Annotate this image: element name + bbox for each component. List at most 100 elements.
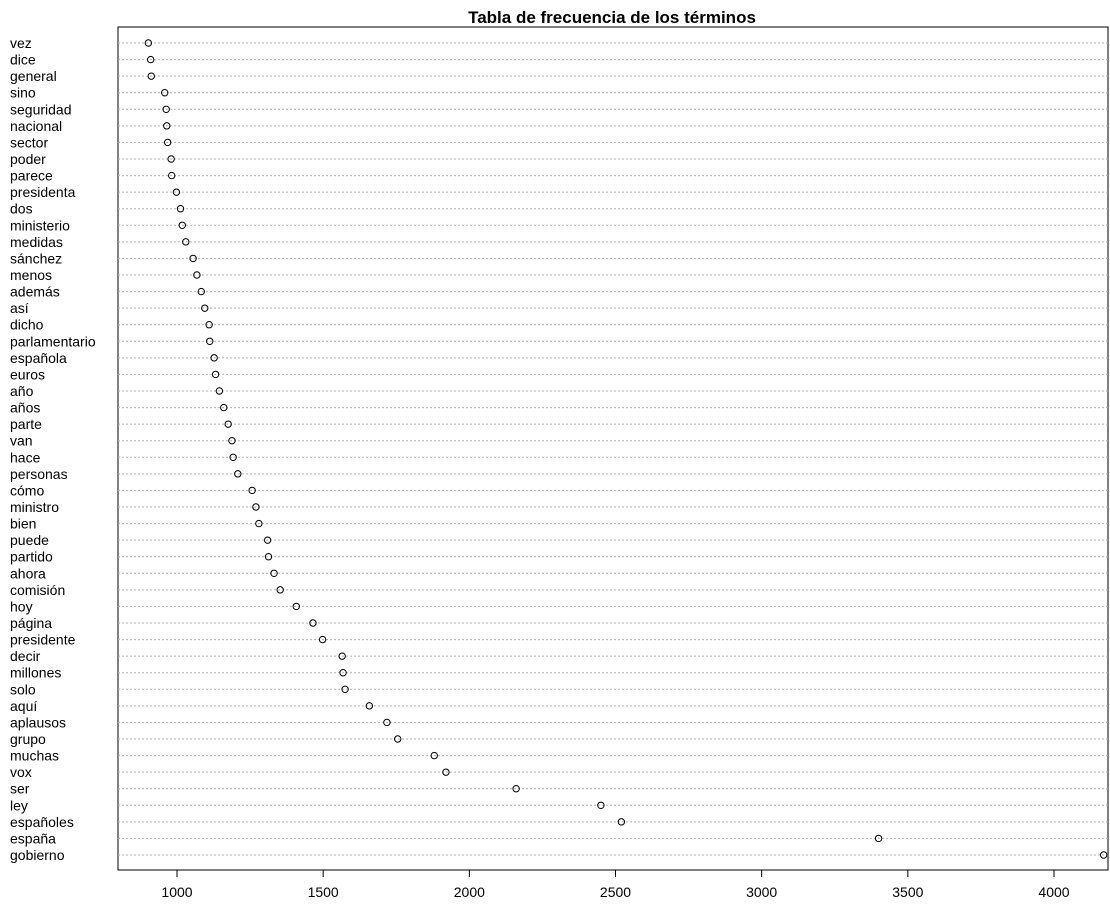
category-label: comisión xyxy=(10,582,65,598)
category-label: parte xyxy=(10,416,42,432)
category-label: dice xyxy=(10,52,36,68)
category-label: puede xyxy=(10,532,49,548)
data-point xyxy=(220,403,228,412)
category-label: hoy xyxy=(10,598,33,614)
data-point xyxy=(430,751,438,760)
data-point xyxy=(365,702,374,710)
data-point xyxy=(338,652,346,660)
data-point xyxy=(339,669,347,677)
x-tick-label: 3500 xyxy=(892,884,923,900)
category-label: parlamentario xyxy=(10,333,96,349)
data-point xyxy=(270,569,278,577)
category-label: euros xyxy=(10,366,45,382)
category-label: vox xyxy=(10,764,32,780)
category-labels: vezdicegeneralsinoseguridadnacionalsecto… xyxy=(10,35,96,863)
category-label: sector xyxy=(10,134,48,150)
data-point xyxy=(318,635,327,644)
category-label: ministro xyxy=(10,499,59,515)
category-label: años xyxy=(10,400,40,416)
category-label: muchas xyxy=(10,748,59,764)
category-label: dos xyxy=(10,201,33,217)
category-label: hace xyxy=(10,449,41,465)
data-point xyxy=(276,586,284,594)
category-label: gobierno xyxy=(10,847,65,863)
category-label: personas xyxy=(10,466,68,482)
data-point xyxy=(161,89,169,97)
data-point xyxy=(309,619,317,627)
data-point xyxy=(176,205,185,213)
x-tick-label: 4000 xyxy=(1038,884,1069,900)
category-label: españa xyxy=(10,830,56,846)
data-point xyxy=(197,287,205,296)
category-label: año xyxy=(10,383,34,399)
data-point xyxy=(234,470,242,478)
data-point xyxy=(147,72,155,80)
category-label: presidenta xyxy=(10,184,76,200)
category-label: bien xyxy=(10,516,36,532)
category-label: ser xyxy=(10,781,30,797)
data-point xyxy=(193,271,201,279)
x-tick-label: 1000 xyxy=(161,884,192,900)
category-label: nacional xyxy=(10,118,62,134)
x-axis: 1000 1500 2000 2500 3000 3500 4000 xyxy=(161,869,1070,900)
data-point xyxy=(252,503,260,511)
category-label: dicho xyxy=(10,317,44,333)
data-point xyxy=(229,453,237,461)
category-label: grupo xyxy=(10,731,46,747)
category-label: sino xyxy=(10,85,36,101)
category-label: medidas xyxy=(10,234,63,250)
data-point xyxy=(341,685,349,693)
data-point xyxy=(205,321,213,329)
category-label: parece xyxy=(10,168,53,184)
data-point xyxy=(394,735,402,743)
x-tick-label: 3000 xyxy=(746,884,777,900)
category-label: general xyxy=(10,68,57,84)
category-label: seguridad xyxy=(10,101,72,117)
x-tick-label: 2500 xyxy=(600,884,631,900)
data-point xyxy=(210,354,218,362)
category-label: presidente xyxy=(10,632,76,648)
data-point xyxy=(146,55,155,64)
x-tick-label: 1500 xyxy=(308,884,339,900)
category-label: millones xyxy=(10,665,61,681)
category-label: cómo xyxy=(10,482,44,498)
data-point xyxy=(228,437,236,445)
data-point xyxy=(172,188,181,196)
category-label: además xyxy=(10,284,60,300)
grid-lines xyxy=(118,42,1108,856)
category-label: ministerio xyxy=(10,217,70,233)
data-point xyxy=(189,254,197,263)
category-label: ahora xyxy=(10,565,46,581)
data-point xyxy=(162,105,170,113)
data-point xyxy=(168,171,176,180)
data-point xyxy=(874,834,883,843)
data-point xyxy=(442,768,450,776)
x-tick-label: 2000 xyxy=(454,884,485,900)
data-point xyxy=(224,420,232,428)
data-point xyxy=(215,387,224,395)
data-point xyxy=(597,801,605,809)
data-point xyxy=(167,155,175,163)
data-point xyxy=(255,519,263,528)
category-label: decir xyxy=(10,648,41,664)
data-point xyxy=(163,138,172,147)
data-point xyxy=(201,304,209,312)
data-point xyxy=(617,818,626,826)
data-point xyxy=(178,221,186,229)
data-point xyxy=(206,337,214,345)
data-point xyxy=(383,718,391,727)
data-point xyxy=(211,370,220,379)
category-label: página xyxy=(10,615,52,631)
data-point xyxy=(263,536,272,544)
category-label: van xyxy=(10,433,33,449)
data-point xyxy=(182,238,190,246)
category-label: aplausos xyxy=(10,714,66,730)
data-point xyxy=(512,785,520,793)
category-label: vez xyxy=(10,35,32,51)
category-label: españoles xyxy=(10,814,74,830)
category-label: partido xyxy=(10,549,53,565)
category-label: poder xyxy=(10,151,46,167)
category-label: solo xyxy=(10,681,36,697)
chart-title: Tabla de frecuencia de los términos xyxy=(468,8,756,27)
